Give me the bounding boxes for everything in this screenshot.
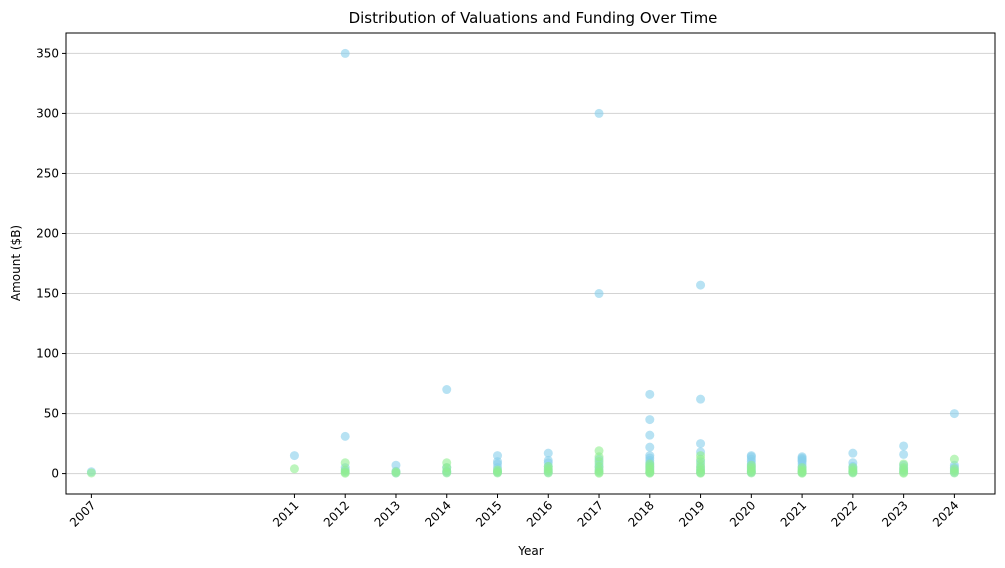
funding-point [442, 468, 452, 478]
valuation-point [340, 431, 350, 441]
y-tick-label: 150 [36, 287, 59, 301]
valuation-point [696, 394, 706, 404]
y-tick-label: 200 [36, 226, 59, 240]
funding-point [543, 468, 553, 478]
valuation-point [899, 449, 909, 459]
valuation-point [289, 451, 299, 461]
funding-point [86, 468, 96, 478]
y-tick-label: 50 [44, 407, 59, 421]
valuation-point [899, 441, 909, 451]
valuation-point [594, 108, 604, 118]
funding-point [949, 468, 959, 478]
valuation-point [696, 280, 706, 290]
funding-point [848, 468, 858, 478]
valuation-point [340, 48, 350, 58]
valuation-point [442, 385, 452, 395]
valuation-point [594, 289, 604, 299]
funding-point [594, 468, 604, 478]
grid-layer [66, 52, 995, 475]
valuation-point [949, 409, 959, 419]
valuation-point [645, 442, 655, 452]
y-axis-label: Amount ($B) [9, 225, 23, 301]
funding-point [493, 468, 503, 478]
funding-point [340, 468, 350, 478]
plot-frame [65, 32, 996, 495]
funding-point [289, 464, 299, 474]
y-tick-label: 0 [51, 467, 59, 481]
valuation-point [645, 430, 655, 440]
x-axis-label: Year [517, 544, 543, 558]
y-tick-label: 250 [36, 166, 59, 180]
funding-point [746, 468, 756, 478]
valuation-point [696, 439, 706, 449]
valuation-point [543, 448, 553, 458]
y-tick-label: 300 [36, 106, 59, 120]
valuation-point [848, 448, 858, 458]
funding-point [797, 468, 807, 478]
y-axis-ticks: 0 50 100 150 200 250 300 350 [36, 46, 66, 481]
chart-title: Distribution of Valuations and Funding O… [349, 9, 718, 27]
funding-point [696, 468, 706, 478]
valuation-point [645, 415, 655, 425]
funding-point [949, 454, 959, 464]
funding-point [645, 468, 655, 478]
funding-point [391, 468, 401, 478]
valuation-point [645, 389, 655, 399]
y-tick-label: 100 [36, 347, 59, 361]
points-layer [86, 48, 959, 478]
y-tick-label: 350 [36, 46, 59, 60]
funding-point [899, 468, 909, 478]
funding-point [340, 458, 350, 468]
